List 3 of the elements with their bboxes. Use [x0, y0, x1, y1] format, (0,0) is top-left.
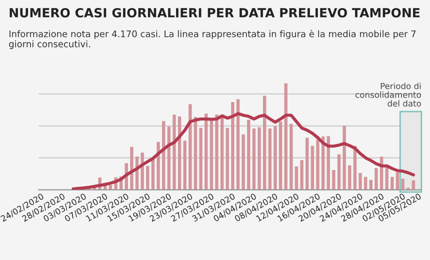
- chart-title: NUMERO CASI GIORNALIERI PER DATA PRELIEVO TAMPONE: [10, 8, 420, 18]
- chart-subtitle: Informazione nota per 4.170 casi. La linea rappresentata in figura è la media mobile per 7 giorni consecutivi.: [9, 30, 416, 50]
- band-label: Periodo di consolidamento del dato: [356, 82, 421, 107]
